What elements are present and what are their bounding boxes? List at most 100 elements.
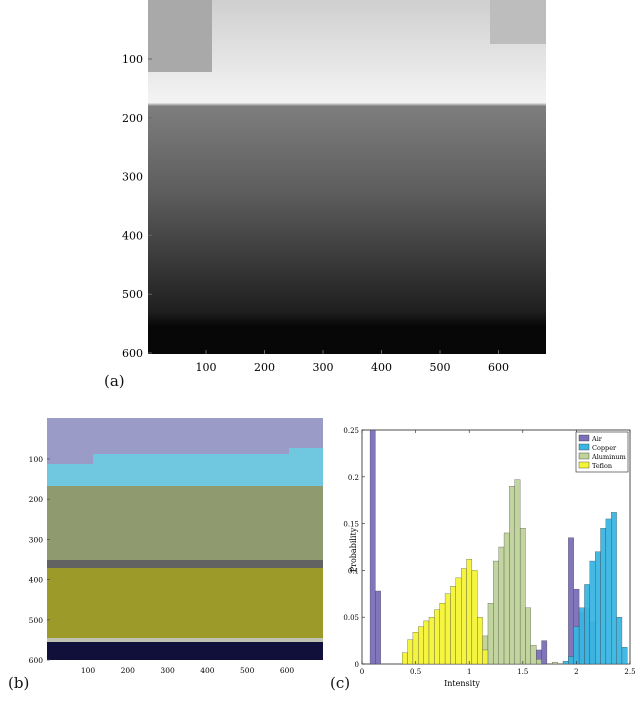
chart-y-axis-label: Probability (349, 527, 358, 572)
histogram-bar (605, 518, 612, 665)
chart-y-tick-label: 0.2 (348, 474, 359, 482)
panel-a-y-ticks: 100 200 300 400 500 600 (122, 53, 152, 360)
histogram-bar (536, 659, 542, 665)
histogram-bar (418, 626, 424, 665)
panel-a-x-tick-label: 200 (254, 361, 275, 374)
chart-x-tick-label: 2.5 (624, 668, 635, 676)
histogram-bar (525, 607, 531, 665)
histogram-bar (375, 590, 381, 665)
histogram-bar (498, 546, 505, 665)
panel-b-x-tick-label: 400 (200, 666, 215, 675)
panel-b-y-tick-label: 500 (29, 616, 44, 625)
panel-b-y-tick-label: 400 (29, 576, 44, 585)
histogram-bar (578, 607, 585, 665)
histogram-bar (616, 617, 623, 665)
panel-a-y-tick-label: 100 (122, 53, 143, 66)
panel-b-y-tick-label: 200 (29, 495, 44, 504)
histogram-bar (611, 512, 617, 665)
panel-a-y-tick-label: 200 (122, 112, 143, 125)
panel-b-y-tick-label: 600 (29, 656, 44, 665)
histogram-bar (552, 661, 558, 665)
legend-label: Copper (592, 444, 617, 452)
histogram-bar (621, 647, 628, 665)
histogram-bar (482, 649, 489, 665)
chart-y-ticks: 0 0.05 0.1 0.15 0.2 0.25 (343, 427, 365, 669)
histogram-bar (444, 593, 451, 665)
legend-label: Air (591, 435, 603, 443)
legend-label: Aluminum (591, 453, 626, 461)
histogram-bar (568, 537, 574, 665)
legend-label: Teflon (592, 462, 612, 470)
histogram-bar (412, 632, 419, 665)
panel-b-image (47, 418, 323, 660)
histogram-bar (514, 479, 521, 665)
panel-b-x-tick-label: 200 (121, 666, 136, 675)
panel-c-label: (c) (330, 674, 351, 692)
histogram-bar (369, 429, 376, 665)
chart-x-tick-label: 0.5 (410, 668, 421, 676)
chart-y-tick-label: 0.15 (343, 521, 359, 529)
panel-c-chart: 0 0.05 0.1 0.15 0.2 0.25 0 0.5 1 1.5 2 2.5 Intensi… (343, 427, 636, 688)
histogram-bar (477, 617, 483, 665)
histogram-bar (466, 559, 473, 665)
chart-y-tick-label: 0 (355, 661, 359, 669)
chart-x-tick-label: 0 (360, 668, 364, 676)
legend-swatch (578, 434, 590, 442)
histogram-bar (471, 570, 478, 665)
chart-x-tick-label: 2 (574, 668, 578, 676)
legend-swatch (578, 461, 590, 469)
histogram-bar (461, 568, 467, 665)
histogram-bar (439, 603, 446, 665)
histogram-bar (423, 620, 430, 665)
histogram-bar (600, 528, 607, 665)
panel-a-x-tick-label: 400 (371, 361, 392, 374)
histogram-bar (584, 584, 590, 665)
panel-a-figure: 100 200 300 400 500 600 100 200 300 400 500 600 (122, 0, 546, 374)
panel-a-x-tick-label: 300 (313, 361, 334, 374)
panel-b-y-tick-label: 100 (29, 455, 44, 464)
panel-a-image (148, 0, 546, 354)
chart-x-tick-label: 1.5 (517, 668, 528, 676)
histogram-bar (562, 661, 569, 665)
histogram-bar (519, 528, 526, 665)
histogram-bar (509, 486, 515, 665)
histogram-bar (595, 551, 601, 665)
histogram-bar (487, 603, 494, 665)
histogram-bar (541, 640, 548, 665)
histogram-bar (450, 586, 456, 665)
histogram-bar (402, 652, 408, 665)
panel-b-x-tick-label: 300 (160, 666, 175, 675)
histogram-bar (455, 577, 462, 665)
chart-y-tick-label: 0.1 (348, 567, 359, 575)
panel-a-label: (a) (104, 372, 125, 390)
histogram-bar (589, 560, 596, 665)
histogram-bar (503, 532, 510, 665)
panel-b-x-tick-label: 500 (240, 666, 255, 675)
panel-a-x-tick-label: 600 (488, 361, 509, 374)
panel-b-figure: 100 200 300 400 500 600 100 200 300 400 500 600 (29, 418, 323, 675)
panel-b-label: (b) (8, 674, 30, 692)
panel-a-x-ticks: 100 200 300 400 500 600 (196, 350, 509, 374)
legend-swatch (578, 443, 590, 451)
panel-b-x-ticks: 100 200 300 400 500 600 (81, 666, 295, 675)
histogram-bar (407, 639, 414, 665)
panel-b-x-tick-label: 600 (280, 666, 295, 675)
histogram-bar (530, 645, 537, 665)
histogram-bar (428, 617, 435, 665)
panel-a-y-tick-label: 300 (122, 171, 143, 184)
histogram-bar (493, 560, 499, 665)
chart-y-tick-label: 0.25 (343, 427, 359, 435)
panel-a-y-tick-label: 600 (122, 347, 143, 360)
panel-a-y-tick-label: 500 (122, 288, 143, 301)
chart-x-ticks: 0 0.5 1 1.5 2 2.5 (360, 430, 636, 676)
chart-x-axis-label: Intensity (444, 679, 480, 688)
panel-a-x-tick-label: 100 (196, 361, 217, 374)
histogram-bar (573, 626, 580, 665)
panel-a-x-tick-label: 500 (430, 361, 451, 374)
chart-x-tick-label: 1 (467, 668, 471, 676)
panel-b-y-ticks: 100 200 300 400 500 600 (29, 455, 50, 665)
legend-swatch (578, 452, 590, 460)
panel-b-y-tick-label: 300 (29, 535, 44, 544)
panel-b-x-tick-label: 100 (81, 666, 96, 675)
